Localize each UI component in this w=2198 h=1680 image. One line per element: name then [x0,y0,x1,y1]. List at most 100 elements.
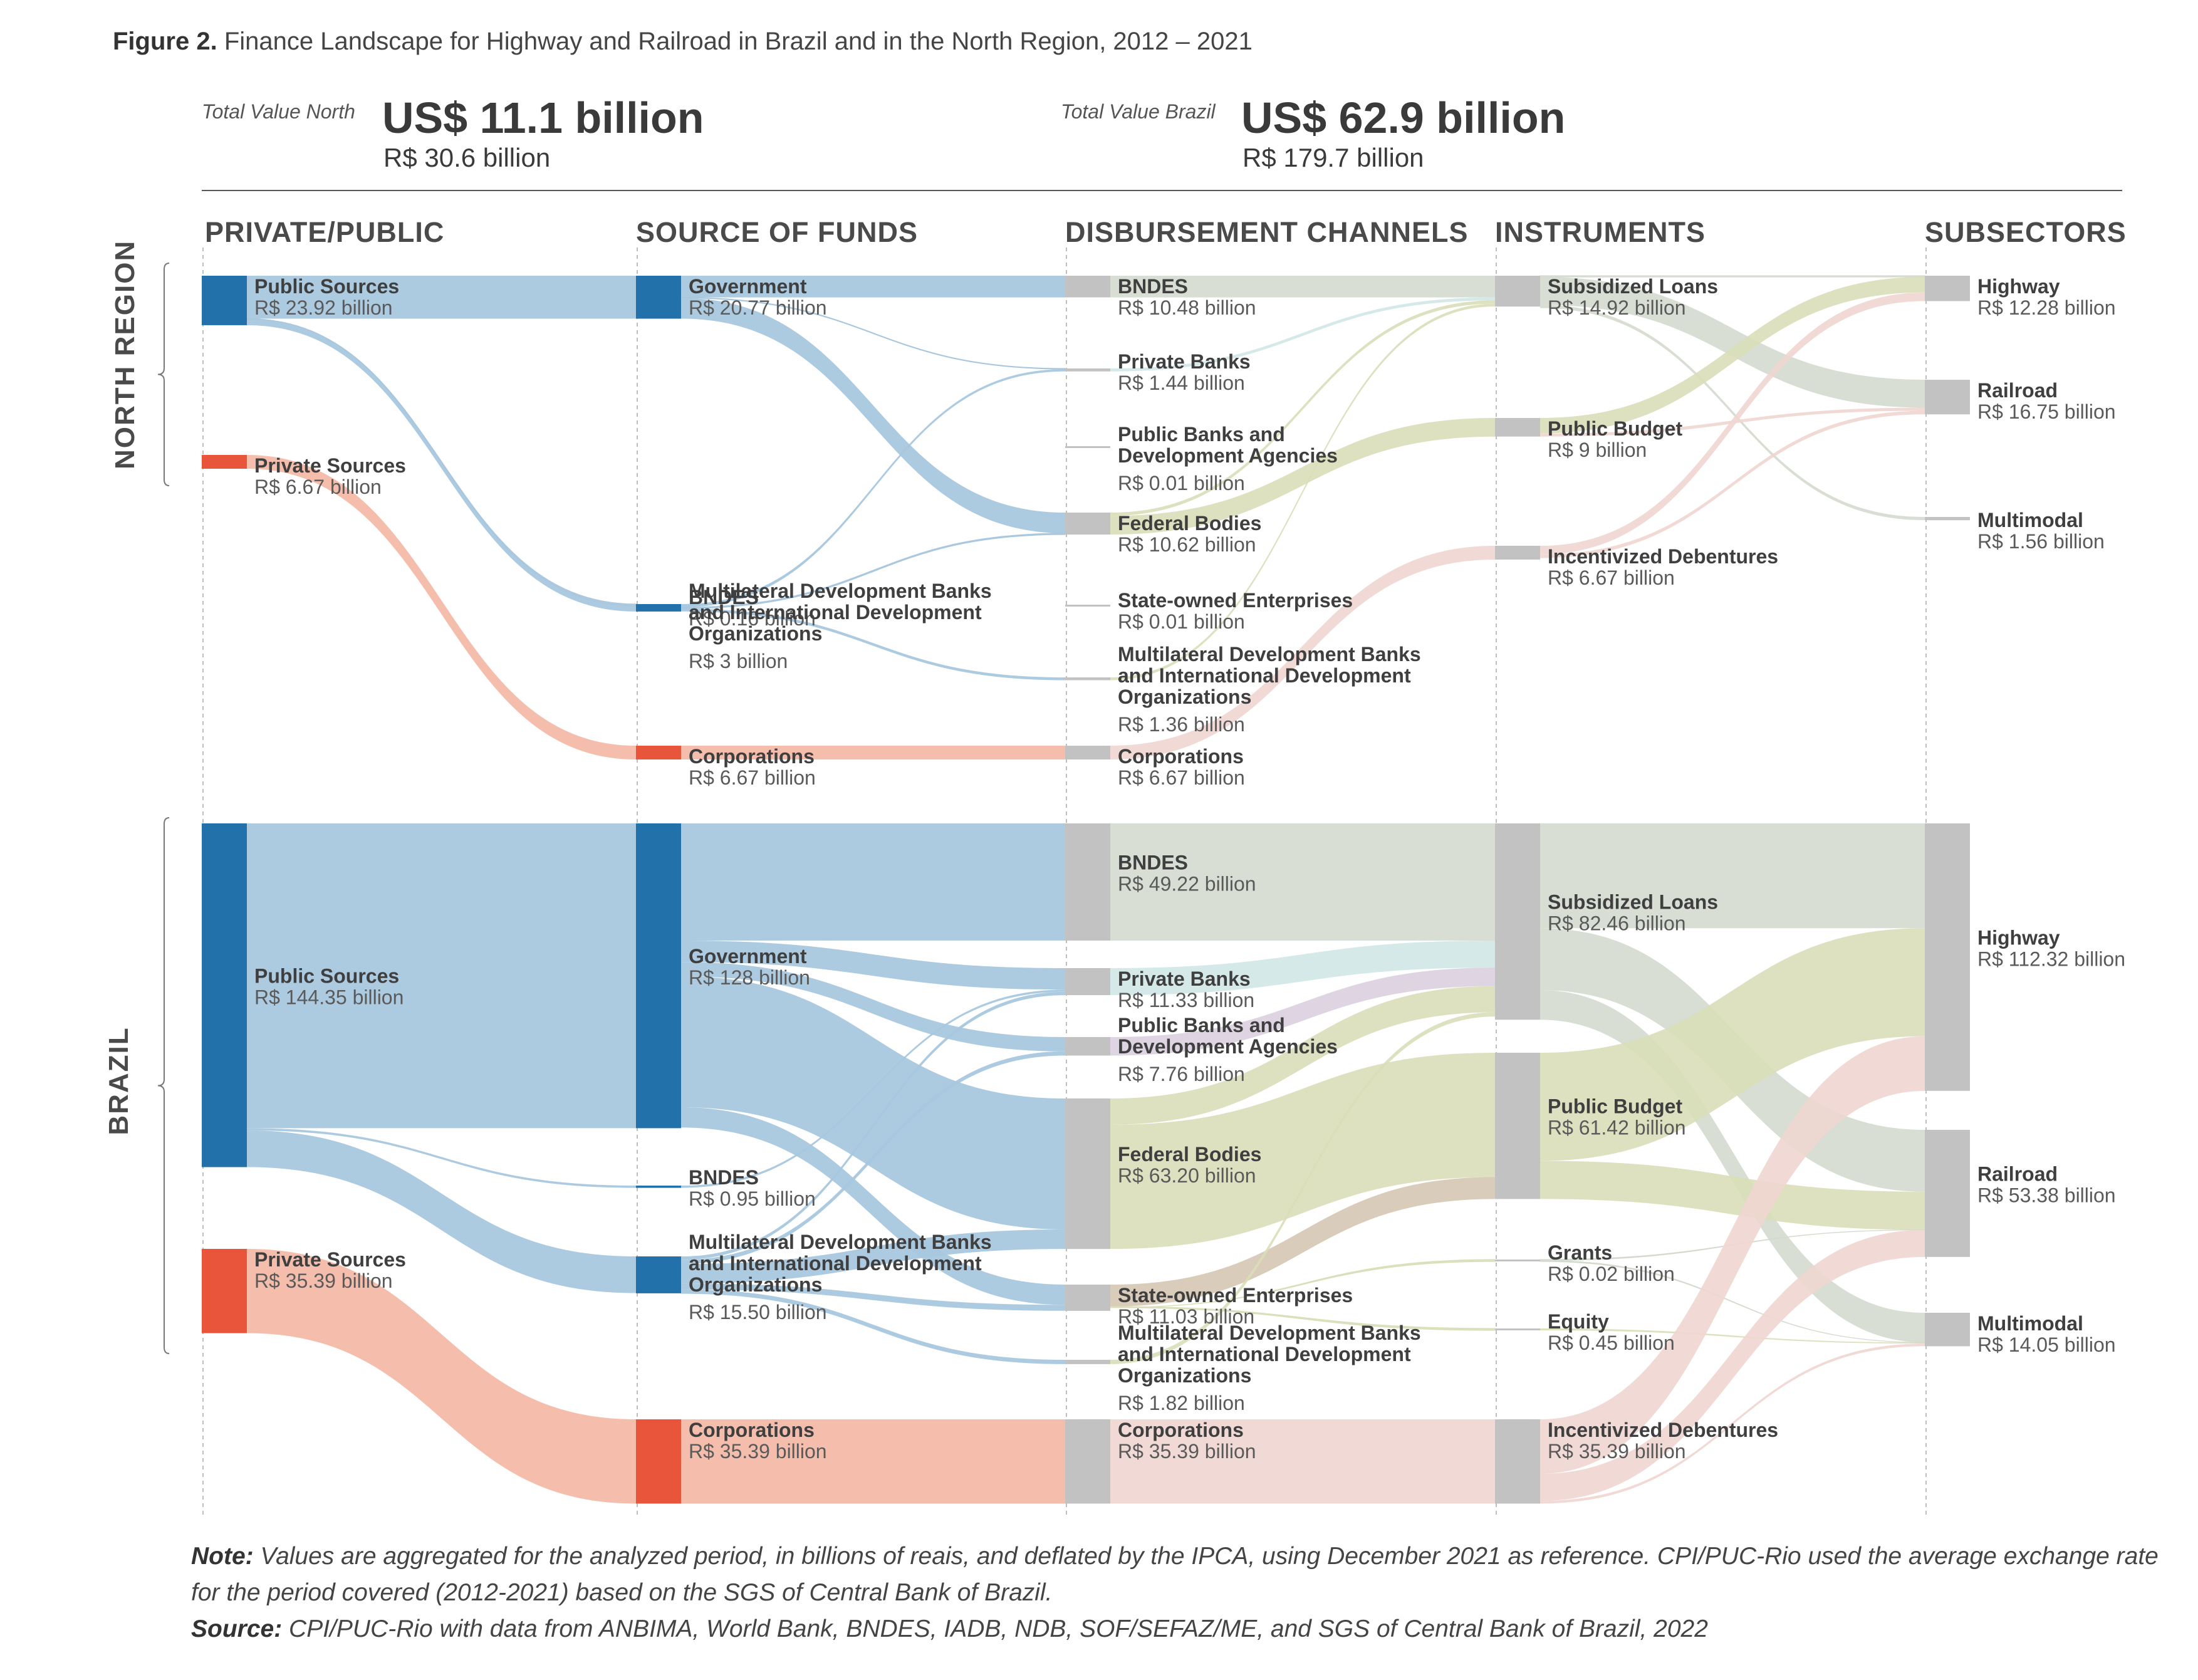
north-flow-public-sources-to-multilateral-development-banks-and-international-development-organizations [247,319,636,612]
brazil-fund-node-government [636,823,681,1129]
brazil-subsector-node-railroad [1925,1130,1970,1257]
node-name: Highway [1977,275,2060,298]
brazil-flow-public-banks-and-development-agencies-to-subsidized-loans [1110,968,1495,1056]
brazil-flow-multilateral-development-banks-and-international-development-organizations-to-multilateral-development-banks-and-international-development-organizations [681,1289,1065,1364]
north-subsector-node-highway [1925,276,1970,301]
north-flow-private-sources-to-corporations [247,455,636,760]
column-header-subsectors: SUBSECTORS [1925,216,2127,248]
region-brackets [157,263,170,1354]
north-flow-bndes-to-subsidized-loans [1110,276,1495,298]
north-fund-node-government [636,276,681,319]
column-header-instruments: INSTRUMENTS [1495,216,1706,248]
node-name: BNDES [1118,275,1188,298]
column-header-source-of-funds: SOURCE OF FUNDS [636,216,919,248]
node-value: R$ 1.44 billion [1118,372,1245,394]
node-name: and International Development [1118,1343,1411,1365]
node-value: R$ 63.20 billion [1118,1164,1256,1187]
node-name: Grants [1548,1241,1612,1264]
header-divider [202,190,2122,191]
node-value: R$ 12.28 billion [1977,296,2116,319]
total-brazil-usd: US$ 62.9 billion [1241,93,1566,142]
node-name: State-owned Enterprises [1118,1284,1353,1307]
brazil-flow-multilateral-development-banks-and-international-development-organizations-to-federal-bodies [681,1229,1065,1284]
node-value: R$ 23.92 billion [254,296,393,319]
note-label: Note: [191,1543,254,1570]
node-name: Highway [1977,926,2060,949]
node-value: R$ 35.39 billion [1548,1440,1686,1463]
node-name: Corporations [689,745,815,768]
north-subsector-node-multimodal [1925,517,1970,521]
north-flow-public-budget-to-highway [1540,276,1925,434]
node-value: R$ 6.67 billion [254,476,382,498]
node-value: R$ 14.92 billion [1548,296,1686,319]
brazil-instrument-node-equity [1495,1328,1540,1330]
figure-note: Note: Values are aggregated for the anal… [191,1538,2165,1647]
node-name: Subsidized Loans [1548,275,1718,298]
node-name: and International Development [689,601,982,623]
node-value: R$ 3 billion [689,650,788,672]
brazil-flow-multilateral-development-banks-and-international-development-organizations-to-private-banks [681,991,1065,1260]
north-channel-node-public-banks-and-development-agencies [1065,446,1110,448]
north-subsector-node-railroad [1925,380,1970,415]
brazil-flow-multilateral-development-banks-and-international-development-organizations-to-public-banks-and-development-agencies [681,1051,1065,1265]
brazil-instrument-node-incentivized-debentures [1495,1419,1540,1504]
brazil-channel-node-corporations [1065,1419,1110,1504]
figure-title-text: Finance Landscape for Highway and Railro… [224,28,1253,55]
node-name: BNDES [689,586,759,608]
node-value: R$ 14.05 billion [1977,1333,2116,1356]
node-value: R$ 20.77 billion [689,296,827,319]
north-instrument-node-subsidized-loans [1495,276,1540,307]
north-flow-public-sources-to-government [247,276,636,319]
brazil-flow-federal-bodies-to-subsidized-loans [1110,986,1495,1125]
node-value: R$ 0.16 billion [689,607,816,630]
node-name: and International Development [1118,664,1411,687]
node-name: Private Banks [1118,968,1251,990]
node-value: R$ 0.01 billion [1118,610,1245,633]
north-flow-corporations-to-incentivized-debentures [1110,546,1495,760]
node-value: R$ 6.67 billion [689,766,816,789]
brazil-flow-public-sources-to-multilateral-development-banks-and-international-development-organizations [247,1130,636,1293]
node-name: BNDES [689,1166,759,1189]
node-value: R$ 0.01 billion [1118,472,1245,494]
north-flow-corporations-to-corporations [681,746,1065,760]
brazil-flow-state-owned-enterprises-to-public-budget [1110,1177,1495,1307]
brazil-flow-corporations-to-corporations [681,1419,1065,1504]
brazil-flow-multilateral-development-banks-and-international-development-organizations-to-subsidized-loans [1110,1012,1495,1364]
total-brazil-brl: R$ 179.7 billion [1242,143,1424,172]
brazil-flow-private-sources-to-corporations [247,1249,636,1504]
north-source-node-public-sources [202,276,247,325]
north-flow-subsidized-loans-to-multimodal [1540,305,1925,521]
nodes [202,276,1970,1504]
node-name: Federal Bodies [1118,1143,1261,1166]
node-value: R$ 11.33 billion [1118,989,1254,1011]
node-name: Public Budget [1548,417,1682,440]
note-line: Note: Values are aggregated for the anal… [191,1538,2165,1611]
node-name: Corporations [1118,745,1244,768]
north-flow-private-banks-to-subsidized-loans [1110,297,1495,372]
source-label: Source: [191,1615,283,1642]
north-flow-government-to-federal-bodies [681,298,1065,533]
brazil-flow-multilateral-development-banks-and-international-development-organizations-to-state-owned-enterprises [681,1283,1065,1311]
node-name: Government [689,945,807,968]
brazil-flow-private-banks-to-subsidized-loans [1110,941,1495,996]
